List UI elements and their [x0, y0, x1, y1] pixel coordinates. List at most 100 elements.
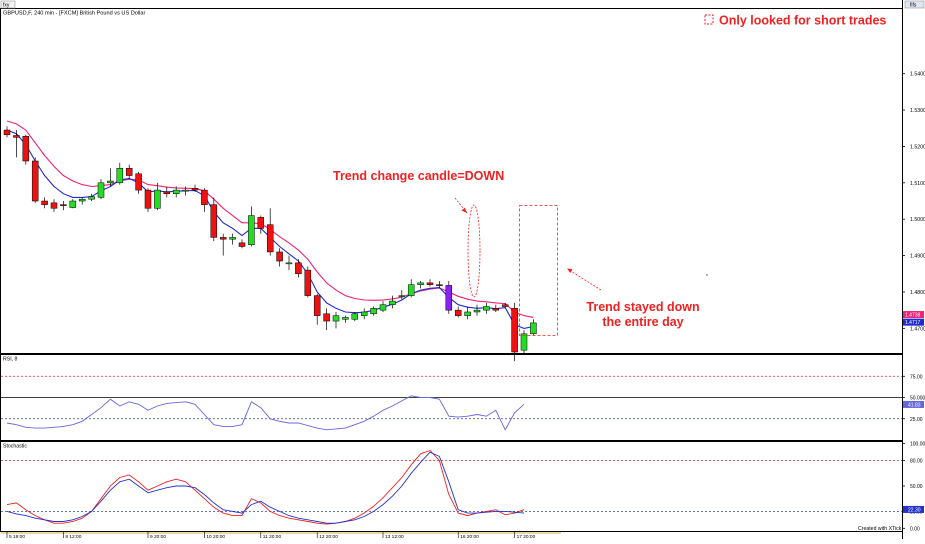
bear-candle [22, 135, 30, 162]
rsi-current-label: 41.83 [908, 402, 921, 408]
bear-candle [501, 304, 509, 307]
trend-change-arrowhead [461, 207, 467, 213]
bull-candle [483, 306, 490, 311]
bear-candle [257, 217, 265, 229]
bull-candle [229, 237, 236, 240]
bull-candle [398, 295, 406, 297]
trend-stayed-label-line1: Trend stayed down [586, 300, 699, 314]
bull-candle [342, 317, 349, 320]
bull-candle [116, 168, 124, 184]
time-tick-label: 10 20:00 [206, 534, 225, 539]
rsi-indicator: 75.00 50.0000 25.00 41.83 [1, 374, 925, 431]
time-tick-label: 12 20:00 [319, 534, 338, 539]
current-price-label: 1.4738 [905, 313, 921, 319]
bull-candle [520, 333, 528, 351]
trend-change-candle [445, 285, 453, 311]
bull-candle [182, 189, 189, 192]
stochastic-tick-label: 0.00 [910, 526, 920, 532]
price-axis: 1.5400 1.5300 1.5200 1.5100 1.5000 1.4900 1.48… [902, 72, 925, 332]
time-tick-label: 5 19:00 [9, 534, 25, 539]
bull-candle [464, 311, 471, 316]
bull-candle [473, 309, 481, 313]
bull-candle [88, 196, 95, 200]
bull-candle [407, 284, 415, 296]
bear-candle [135, 173, 142, 191]
price-tick-label: 1.4700 [910, 326, 925, 332]
bear-candle [13, 135, 20, 138]
rsi-current-badge [903, 400, 924, 408]
stochastic-k-line [6, 451, 525, 524]
corner-badge-label: fifs [910, 3, 917, 9]
price-tick-label: 1.5000 [910, 217, 925, 223]
time-axis: 5 19:00 8 12:00 9 20:00 10 20:00 11 20:00 12 … [1, 531, 561, 540]
chart-tab-label: fxy [3, 3, 10, 9]
bull-candle [417, 282, 424, 285]
price-tick-label: 1.4900 [910, 254, 925, 260]
bull-candle [154, 189, 161, 209]
trend-stayed-arrowhead [567, 268, 573, 273]
bull-candle [389, 300, 396, 305]
top-note-box-icon [704, 14, 714, 25]
corner-badge [904, 0, 925, 9]
credit-text: Created with XTick [858, 526, 902, 532]
bull-candle [248, 215, 255, 245]
rsi-tick-label: 75.00 [910, 374, 923, 380]
trend-stayed-highlight [519, 205, 558, 336]
bear-candle [313, 295, 321, 316]
bull-candle [172, 189, 180, 194]
stray-dot [706, 274, 708, 276]
bear-candle [238, 242, 246, 247]
bear-candle [436, 284, 443, 286]
stochastic-tick-label: 80.00 [910, 459, 923, 465]
bull-candle [69, 200, 77, 208]
bull-candle [285, 262, 293, 265]
stochastic-current-label: 22.30 [908, 507, 921, 513]
bull-candle [379, 304, 387, 311]
bear-candle [31, 160, 39, 202]
trend-change-label: Trend change candle=DOWN [333, 169, 504, 183]
chart-tab[interactable] [0, 0, 16, 9]
price-tick-label: 1.5400 [910, 72, 925, 78]
bear-candle [41, 200, 48, 205]
trend-change-highlight [467, 204, 481, 298]
rsi-panel-label: RSI, 8 [3, 357, 18, 363]
bear-candle [266, 224, 274, 253]
time-tick-label: 9 20:00 [150, 534, 166, 539]
bear-candle [3, 129, 11, 136]
price-tick-label: 1.5200 [910, 144, 925, 150]
price-tick-label: 1.5100 [910, 181, 925, 187]
current-price-badge [903, 318, 924, 326]
stochastic-tick-label: 100.00 [910, 442, 925, 448]
bear-candle [219, 237, 227, 240]
bear-candle [163, 191, 171, 194]
bull-candle [332, 315, 340, 322]
price-tick-label: 1.5300 [910, 108, 925, 114]
rsi-tick-label: 25.00 [910, 417, 923, 423]
stochastic-tick-label: 50.00 [910, 484, 923, 490]
stochastic-panel-label: Stochastic [3, 444, 27, 450]
time-tick-label: 17 20:00 [517, 534, 536, 539]
rsi-line [6, 395, 525, 431]
symbol-title: GBPUSD,F, 240 min - [FXCM] British Pound… [3, 11, 146, 17]
bear-candle [492, 308, 500, 311]
bear-candle [210, 204, 218, 238]
bear-candle [276, 251, 283, 262]
bear-candle [426, 282, 434, 285]
bear-candle [144, 189, 152, 209]
bear-candle [191, 188, 199, 191]
top-note-text: Only looked for short trades [719, 14, 886, 28]
bear-candle [295, 262, 302, 275]
time-tick-label: 16 20:00 [460, 534, 479, 539]
stochastic-current-badge [903, 505, 924, 513]
bull-candle [78, 198, 86, 202]
bull-candle [97, 182, 105, 198]
bear-candle [60, 204, 67, 206]
time-tick-label: 11 20:00 [263, 534, 282, 539]
current-price-badge [903, 311, 924, 319]
current-price-label: 1.4717 [905, 320, 921, 326]
bull-candle [360, 311, 368, 316]
bear-candle [323, 313, 330, 322]
